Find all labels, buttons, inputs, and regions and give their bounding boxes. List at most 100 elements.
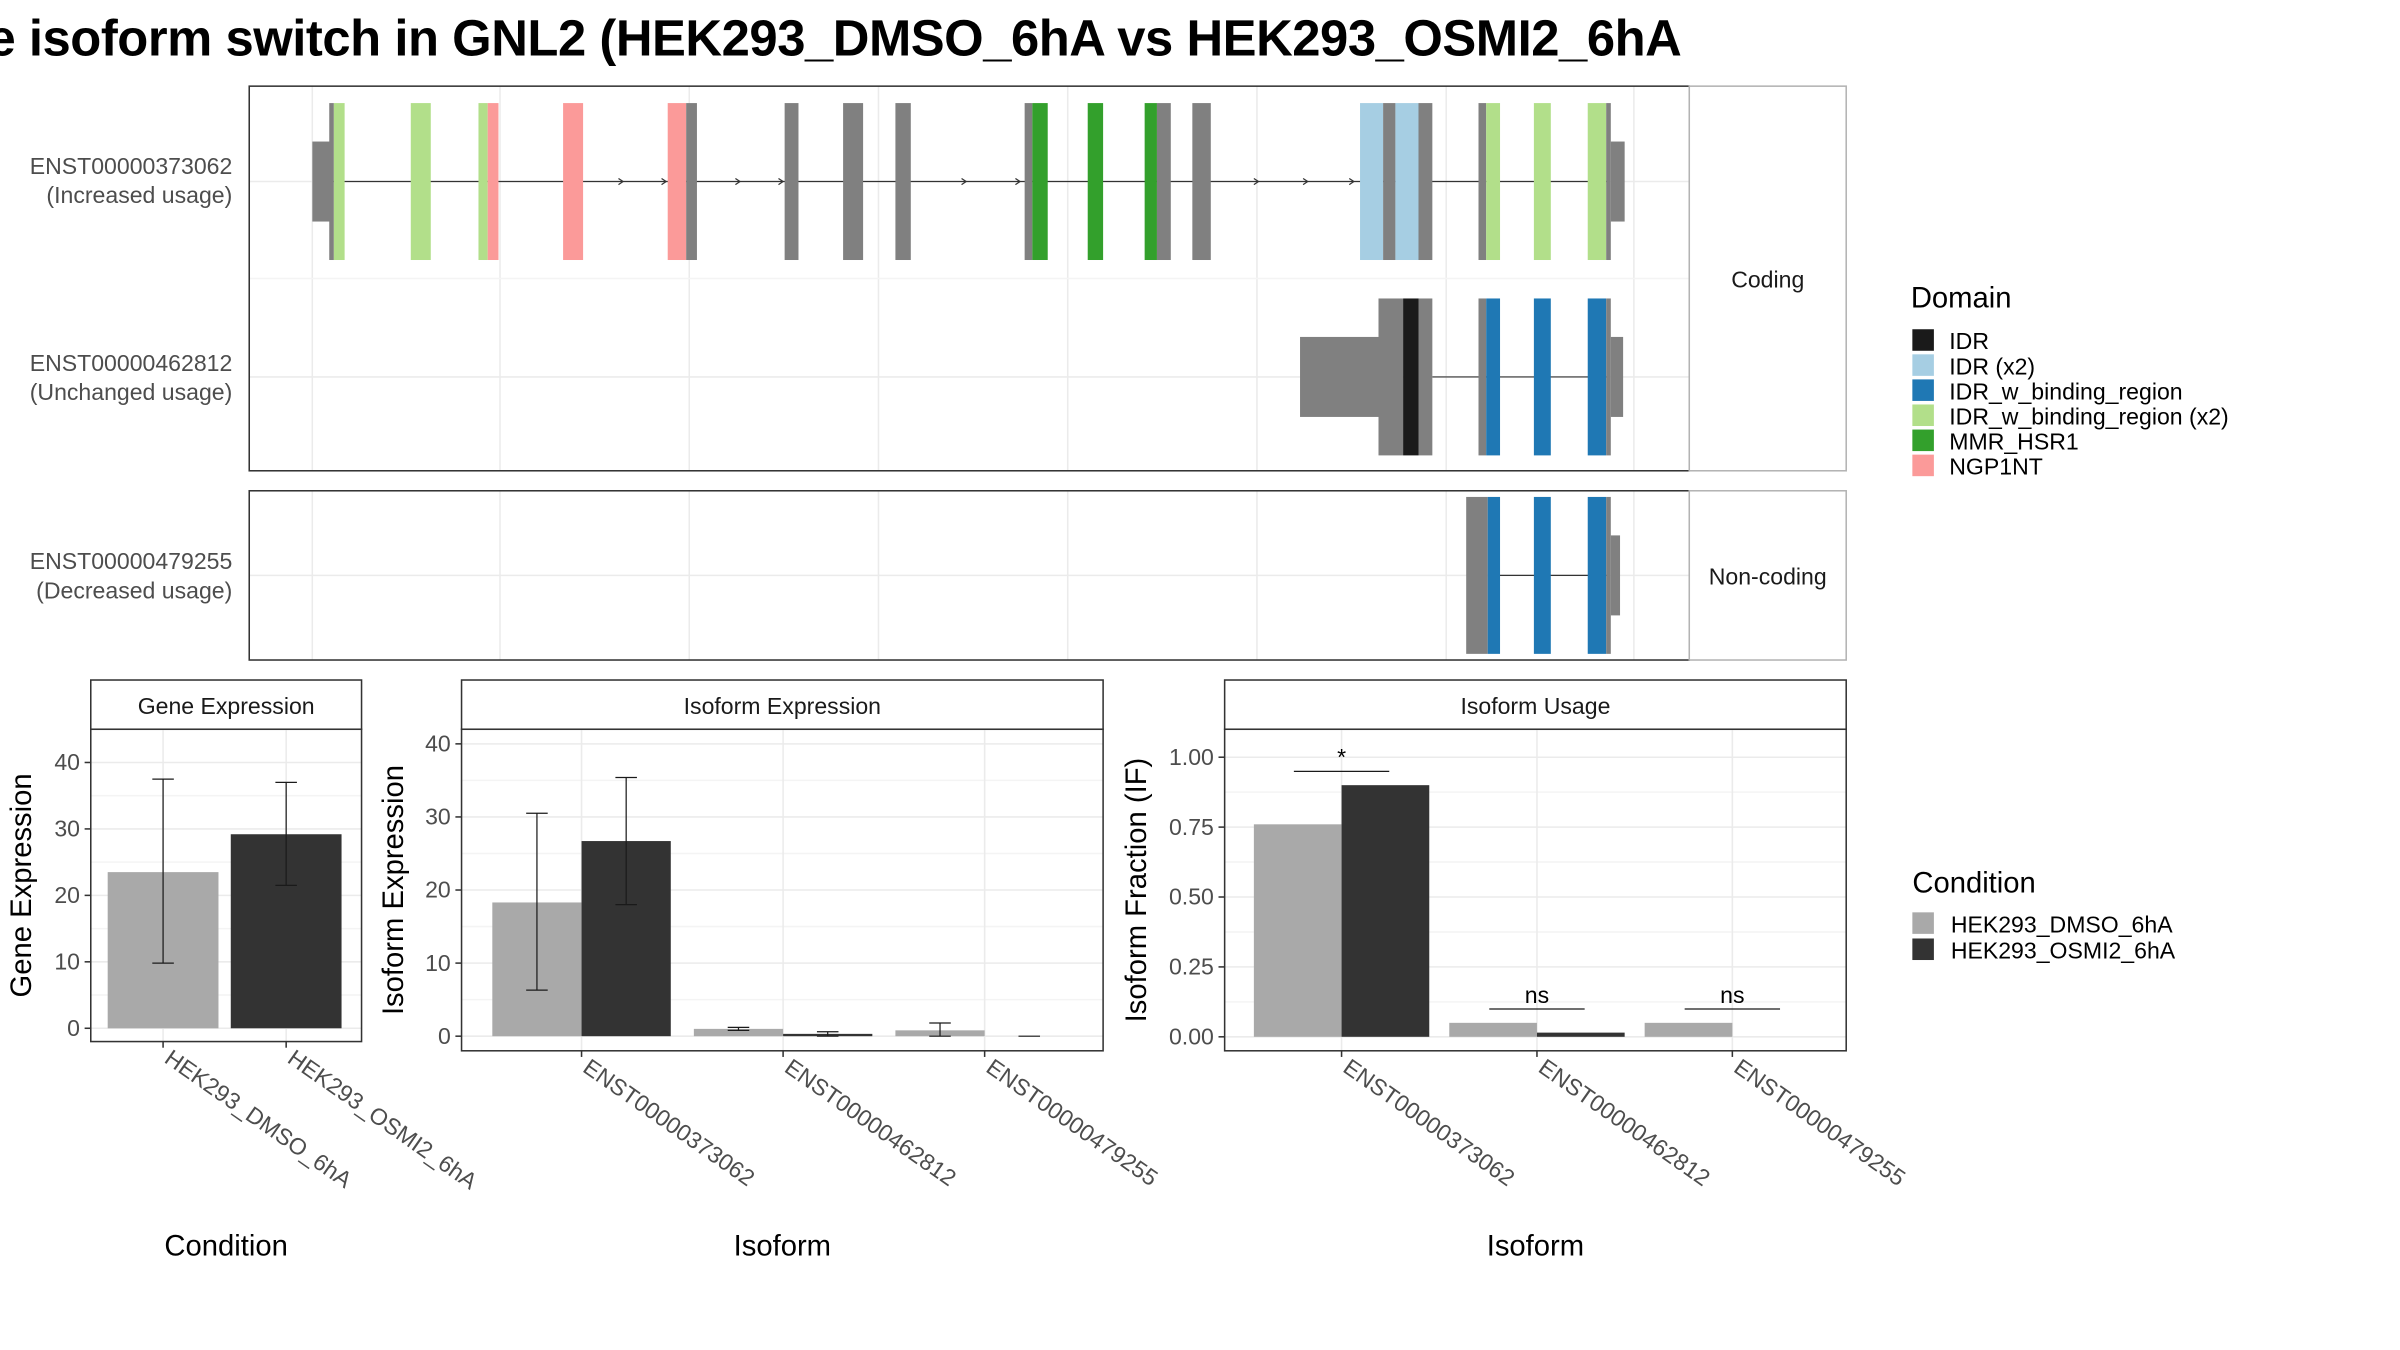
domain-block-idr-w-binding: [1587, 298, 1607, 456]
bar-panel-title: Isoform Usage: [1460, 693, 1610, 719]
transcript-usage-label: (Increased usage): [46, 182, 232, 208]
transcript-id-label: ENST00000373062: [30, 153, 233, 179]
x-axis-title: Condition: [164, 1230, 287, 1262]
domain-block-ngp1nt: [487, 103, 499, 261]
exon-block: [1192, 103, 1211, 261]
domain-block-idr-w-binding-x2: [1587, 103, 1607, 261]
exon-block: [1606, 103, 1611, 261]
strip-noncoding: [1688, 490, 1847, 661]
domain-block-idr-w-binding-x2: [410, 103, 431, 261]
y-tick-label: 30: [54, 816, 80, 842]
bar: [1644, 1022, 1733, 1037]
domain-block-idr-w-binding: [1486, 298, 1501, 456]
domain-block-idr-w-binding: [1587, 496, 1607, 654]
y-tick-label: 0.50: [1169, 884, 1214, 910]
exon-block: [329, 103, 334, 261]
domain-block-idr-w-binding: [1533, 298, 1551, 456]
legend-domain-label: MMR_HSR1: [1949, 429, 2078, 455]
legend-domain-key: [1912, 404, 1934, 427]
x-tick-label: ENST00000373062: [579, 1054, 760, 1192]
x-tick-label: ENST00000462812: [1534, 1054, 1715, 1192]
strand-arrow: [961, 177, 968, 186]
domain-block-ngp1nt: [667, 103, 687, 261]
strand-arrow: [778, 177, 785, 186]
bar-panel-border: [460, 728, 1104, 1052]
y-axis-title: Isoform Expression: [378, 765, 410, 1015]
y-tick-label: 20: [425, 877, 451, 903]
domain-block-idr-w-binding-x2: [333, 103, 345, 261]
y-tick-label: 0.75: [1169, 814, 1214, 840]
exon-block: [1606, 298, 1611, 456]
utr-block: [1610, 336, 1624, 417]
bar: [1341, 785, 1430, 1037]
exon-block: [895, 103, 911, 261]
legend-domain-label: IDR: [1949, 328, 1989, 354]
y-axis-title: Gene Expression: [6, 773, 38, 997]
exon-block: [1024, 103, 1033, 261]
strip-coding: [1688, 85, 1847, 472]
y-axis-title: Isoform Fraction (IF): [1121, 758, 1153, 1023]
transcript-usage-label: (Unchanged usage): [30, 379, 233, 405]
bar-panel-border: [90, 728, 363, 1043]
transcript-id-label: ENST00000479255: [30, 548, 233, 574]
bar-panel-strip: [1223, 679, 1847, 731]
significance-label: ns: [1720, 982, 1744, 1008]
bar-panel-title: Isoform Expression: [684, 693, 881, 719]
y-tick-label: 10: [425, 950, 451, 976]
y-tick-label: 0: [67, 1015, 80, 1041]
legend-domain-title: Domain: [1911, 283, 2012, 315]
legend-domain-key: [1912, 379, 1934, 401]
exon-block: [1378, 298, 1404, 456]
utr-block: [1610, 535, 1621, 616]
legend-domain-label: IDR_w_binding_region (x2): [1949, 403, 2228, 429]
transcript-usage-label: (Decreased usage): [36, 577, 232, 603]
legend-domain-label: IDR (x2): [1949, 353, 2035, 379]
strand-arrow: [1253, 177, 1260, 186]
strip-label-coding: Coding: [1731, 267, 1804, 293]
exon-block: [1478, 298, 1487, 456]
bar-panel-strip: [460, 679, 1104, 731]
exon-block: [1606, 496, 1611, 654]
bar-panel-border: [1223, 728, 1847, 1052]
x-tick-label: ENST00000479255: [1729, 1054, 1910, 1192]
y-tick-label: 0: [438, 1023, 451, 1049]
bar: [1536, 1032, 1625, 1037]
exon-block: [1418, 103, 1433, 261]
y-tick-label: 0.25: [1169, 954, 1214, 980]
legend-condition-key: [1912, 938, 1934, 961]
domain-block-idr-w-binding-x2: [1533, 103, 1551, 261]
legend-domain-label: IDR_w_binding_region: [1949, 378, 2182, 404]
domain-block-idr-w-binding: [1533, 496, 1551, 654]
strand-arrow: [661, 177, 668, 186]
x-tick-label: ENST00000479255: [982, 1054, 1163, 1192]
legend-condition-key: [1912, 912, 1934, 934]
exon-block: [843, 103, 864, 261]
legend-domain-key: [1912, 354, 1934, 376]
legend-condition-title: Condition: [1912, 867, 2035, 899]
utr-block: [312, 141, 331, 222]
utr-block: [1300, 336, 1381, 417]
bar-panel-strip: [90, 679, 363, 731]
exon-block: [784, 103, 799, 261]
domain-block-idr-x2: [1395, 103, 1419, 261]
domain-block-idr-w-binding-x2: [1486, 103, 1501, 261]
domain-block-idr-w-binding: [1487, 496, 1501, 654]
y-tick-label: 20: [54, 882, 80, 908]
strip-label-noncoding: Non-coding: [1709, 564, 1827, 590]
legend-condition-label: HEK293_OSMI2_6hA: [1951, 937, 2176, 963]
x-axis-title: Isoform: [734, 1230, 831, 1262]
strand-arrow: [618, 177, 625, 186]
exon-block: [1383, 103, 1396, 261]
domain-block-idr: [1403, 298, 1419, 456]
domain-block-ngp1nt: [563, 103, 584, 261]
legend-condition-label: HEK293_DMSO_6hA: [1951, 911, 2173, 937]
exon-block: [1418, 298, 1433, 456]
domain-block-mmr-hsr1: [1032, 103, 1048, 261]
domain-block-idr-w-binding-x2: [478, 103, 488, 261]
y-tick-label: 30: [425, 804, 451, 830]
x-tick-label: ENST00000373062: [1339, 1054, 1520, 1192]
significance-label: *: [1337, 744, 1346, 770]
exon-block: [1466, 496, 1488, 654]
bar-panel-title: Gene Expression: [138, 693, 315, 719]
